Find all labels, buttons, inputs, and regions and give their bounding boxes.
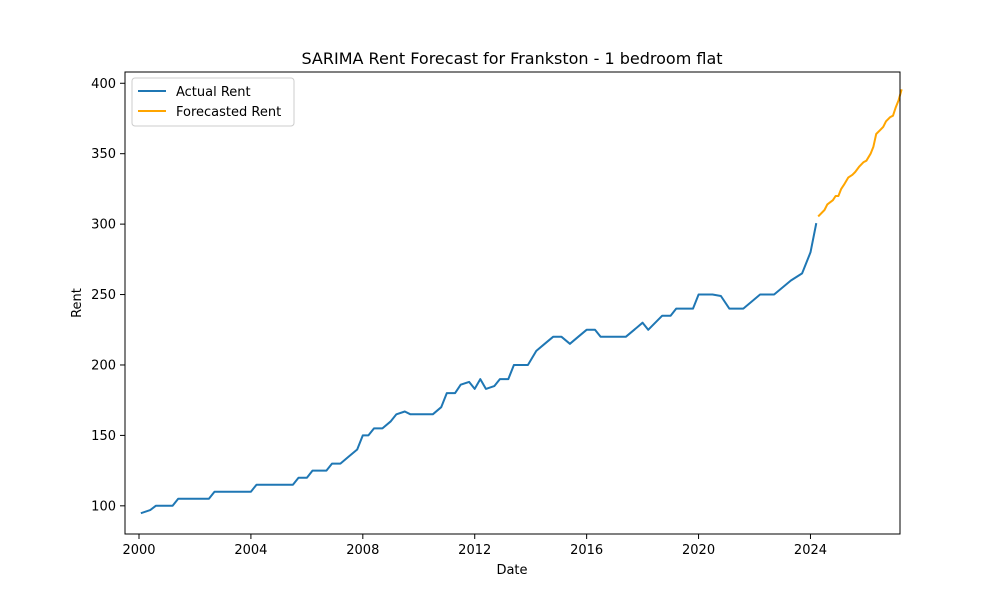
y-tick-label: 100: [91, 499, 116, 514]
chart-title: SARIMA Rent Forecast for Frankston - 1 b…: [301, 49, 722, 68]
legend-label-actual-rent: Actual Rent: [176, 85, 251, 100]
y-tick-label: 350: [91, 147, 116, 162]
y-axis-ticks: 100 150 200 250 300 350 400: [91, 77, 125, 514]
legend-label-forecasted-rent: Forecasted Rent: [176, 105, 281, 120]
x-tick-label: 2004: [234, 543, 267, 558]
x-tick-label: 2020: [682, 543, 715, 558]
y-tick-label: 250: [91, 288, 116, 303]
x-tick-label: 2012: [458, 543, 491, 558]
y-tick-label: 200: [91, 358, 116, 373]
legend: Actual Rent Forecasted Rent: [131, 77, 295, 127]
series-line-actual-rent: [140, 222, 818, 515]
y-tick-label: 300: [91, 218, 116, 233]
legend-box: [131, 77, 295, 127]
y-axis-label: Rent: [70, 288, 85, 318]
y-tick-label: 400: [91, 77, 116, 92]
x-axis-label: Date: [496, 563, 527, 578]
plot-area-frame: [124, 71, 901, 535]
x-tick-label: 2008: [346, 543, 379, 558]
x-tick-label: 2016: [570, 543, 603, 558]
series-line-forecasted-rent: [817, 89, 903, 218]
series-lines: [140, 89, 903, 515]
x-tick-label: 2024: [794, 543, 827, 558]
x-axis-ticks: 2000 2004 2008 2012 2016 2020 2024: [122, 534, 827, 558]
y-tick-label: 150: [91, 429, 116, 444]
x-tick-label: 2000: [122, 543, 155, 558]
